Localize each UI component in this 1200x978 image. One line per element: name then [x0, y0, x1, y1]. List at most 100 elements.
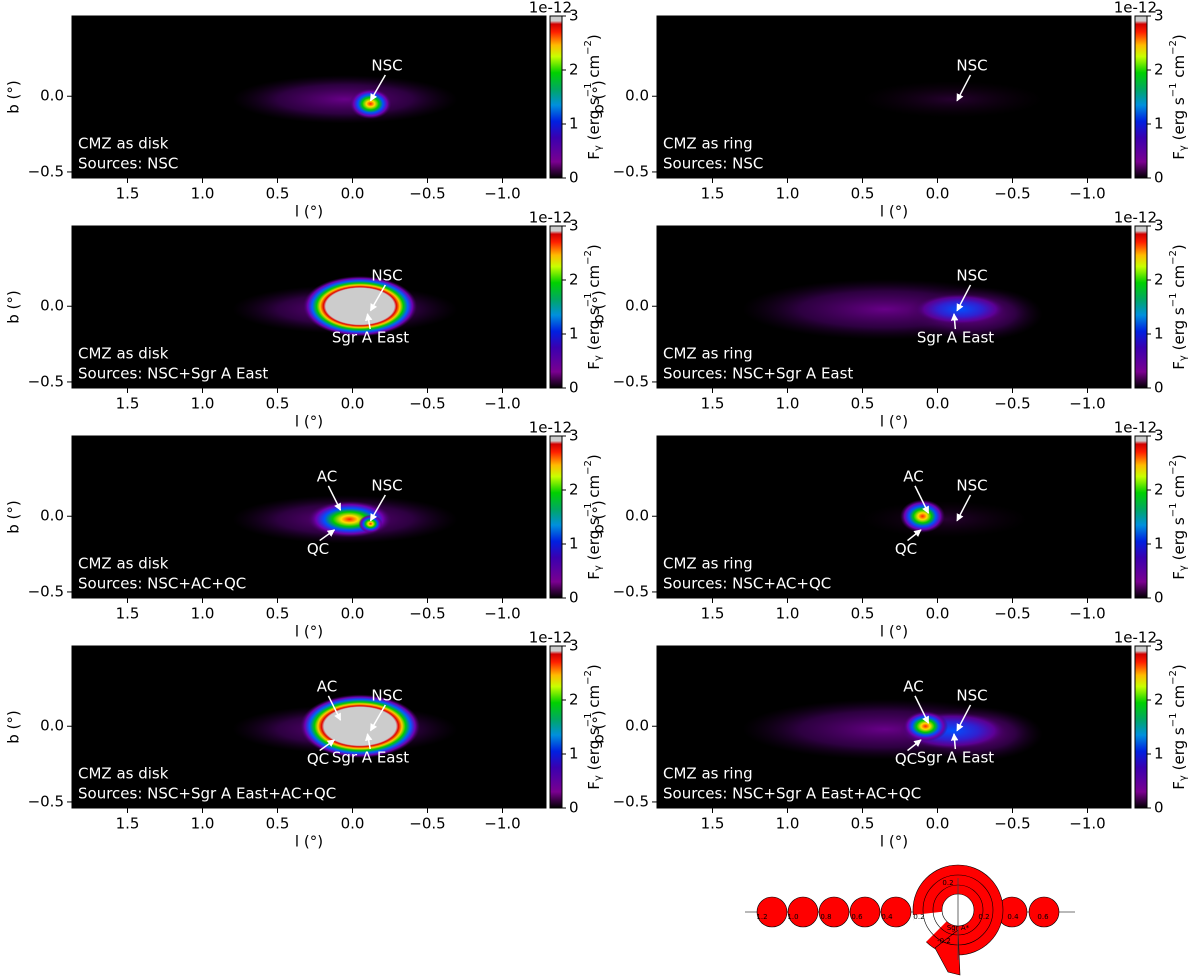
colorbar [549, 435, 563, 599]
colorbar-tick-label: 1 [569, 745, 579, 763]
x-tick-label: 0.5 [851, 605, 875, 623]
colorbar-tick-label: 0 [1154, 799, 1164, 817]
heatmap [232, 75, 458, 124]
panel-text: Sources: NSC [663, 155, 763, 173]
colorbar-tick-label: 3 [1154, 427, 1164, 445]
colorbar-label-part: F [585, 781, 603, 790]
x-tick-label: 0.5 [266, 395, 290, 413]
colorbar-label-part: γ [593, 145, 604, 151]
colorbar-label-part: −2 [583, 40, 594, 55]
y-tick-label: −0.5 [28, 372, 64, 390]
x-tick-label: 1.0 [776, 395, 800, 413]
colorbar-tick-label: 0 [1154, 379, 1164, 397]
y-tick-label: −0.5 [28, 582, 64, 600]
colorbar-label-part: F [1170, 571, 1188, 580]
heatmap [232, 275, 458, 337]
annotation: NSC [956, 266, 987, 284]
annotation: NSC [956, 476, 987, 494]
colorbar-offset: 1e-12 [529, 629, 572, 647]
schematic-label: 0.8 [820, 913, 831, 921]
annotation-arrow [950, 313, 959, 330]
panel-text: Sources: NSC [78, 155, 178, 173]
schematic-label: 0.4 [881, 913, 893, 921]
x-tick-label: 0.0 [341, 185, 365, 203]
emission [358, 514, 383, 533]
colorbar-tick-label: 1 [569, 325, 579, 343]
colorbar-label-part: ) [1170, 34, 1188, 40]
colorbar-tick-label: 0 [569, 589, 579, 607]
x-axis-label: l (°) [295, 623, 323, 641]
colorbar-label-part: −2 [1168, 670, 1179, 685]
colorbar-label-part: (erg s [1170, 727, 1188, 775]
colorbar-label: Fγ (erg s−1 cm−2) [1168, 454, 1189, 579]
schematic-label: 0.2 [942, 879, 953, 887]
annotation: Sgr A East [917, 749, 994, 767]
panel-text: CMZ as ring [663, 765, 753, 783]
colorbar-offset: 1e-12 [529, 419, 572, 437]
annotation: NSC [371, 56, 402, 74]
annotation-arrow [956, 74, 972, 102]
colorbar-tick-label: 1 [569, 115, 579, 133]
colorbar-label-part: F [585, 151, 603, 160]
x-tick-label: 1.5 [116, 605, 140, 623]
x-tick-label: −1.0 [1069, 395, 1105, 413]
colorbar-tick-label: 3 [569, 7, 579, 25]
panel-text: CMZ as ring [663, 345, 753, 363]
colorbar-label-part: −2 [583, 670, 594, 685]
annotation-arrow [914, 695, 930, 724]
colorbar-label-part: γ [1178, 775, 1189, 781]
colorbar-tick-label: 0 [1154, 589, 1164, 607]
y-tick-label: 0.0 [40, 87, 64, 105]
panel: 1.5 1.0 0.5 0.0 −0.5 −1.0 −0.5 0.0 l (°) b (°) CMZ… [5, 0, 605, 221]
annotation: QC [307, 540, 329, 558]
colorbar-label-part: cm [585, 265, 603, 293]
panel-text: Sources: NSC+AC+QC [78, 575, 246, 593]
x-tick-label: −0.5 [409, 185, 445, 203]
annotation-arrow [369, 704, 387, 732]
annotation-arrow [956, 704, 972, 732]
colorbar-tick-label: 2 [569, 691, 579, 709]
colorbar-label-part: (erg s [1170, 517, 1188, 565]
annotation: AC [317, 677, 337, 695]
annotation: Sgr A East [332, 749, 409, 767]
x-tick-label: −1.0 [484, 185, 520, 203]
colorbar-label-part: −1 [1168, 713, 1179, 728]
x-axis-label: l (°) [295, 413, 323, 431]
colorbar-label-part: ) [585, 34, 603, 40]
colorbar-label-part: cm [1170, 265, 1188, 293]
plot-frame [656, 435, 1132, 599]
x-tick-label: 1.5 [701, 815, 725, 833]
emission [303, 275, 417, 337]
colorbar-label-part: cm [585, 685, 603, 713]
x-tick-label: 1.0 [191, 605, 215, 623]
colorbar-tick-label: 3 [1154, 217, 1164, 235]
annotation-arrow [914, 485, 930, 514]
annotation-arrow [319, 529, 336, 542]
colorbar-label-part: (erg s [585, 307, 603, 355]
colorbar-label-part: ) [1170, 454, 1188, 460]
emission [900, 499, 945, 533]
schematic-label: Sgr A* [947, 924, 970, 932]
colorbar-label-part: −1 [583, 713, 594, 728]
panel: 1.5 1.0 0.5 0.0 −0.5 −1.0 −0.5 0.0 l (°) b (°) CMZ… [5, 419, 605, 641]
annotation: AC [903, 677, 923, 695]
annotation: QC [895, 540, 917, 558]
annotation: NSC [371, 686, 402, 704]
colorbar-tick-label: 2 [1154, 691, 1164, 709]
x-axis-label: l (°) [880, 833, 908, 851]
heatmap [742, 278, 1043, 342]
colorbar-label-part: γ [593, 775, 604, 781]
colorbar-label-part: (erg s [1170, 97, 1188, 145]
annotation-arrow [907, 529, 922, 542]
y-tick-label: −0.5 [28, 792, 64, 810]
annotation-arrow [319, 739, 336, 752]
x-tick-label: 0.5 [266, 185, 290, 203]
colorbar-offset: 1e-12 [1114, 0, 1157, 17]
x-tick-label: 1.0 [191, 395, 215, 413]
x-tick-label: −0.5 [409, 605, 445, 623]
annotation-arrow [369, 284, 387, 312]
colorbar-label-part: −2 [1168, 250, 1179, 265]
annotation: NSC [956, 686, 987, 704]
colorbar-label-part: cm [1170, 55, 1188, 83]
